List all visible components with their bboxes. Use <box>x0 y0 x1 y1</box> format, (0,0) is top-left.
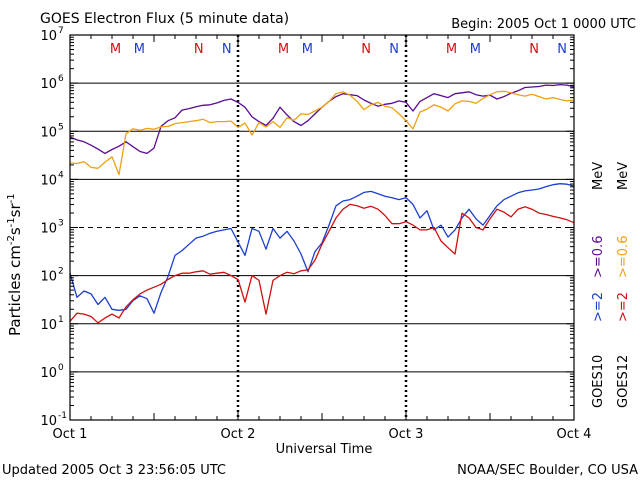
x-axis-label: Universal Time <box>276 442 373 457</box>
y-tick-exponent: 1 <box>58 315 64 325</box>
y-tick-label: 10 <box>40 222 57 237</box>
mn-marker-n: N <box>389 42 399 57</box>
y-tick-exponent: 6 <box>58 74 64 84</box>
y-tick-exponent: 2 <box>58 267 64 277</box>
mn-marker-n: N <box>194 42 204 57</box>
series-line-3 <box>69 183 575 314</box>
mn-marker-n: N <box>557 42 567 57</box>
mn-marker-n: N <box>361 42 371 57</box>
gridlines <box>70 35 574 420</box>
mn-marker-m: M <box>470 42 481 57</box>
y-tick-label: 10 <box>40 173 57 188</box>
y-tick-exponent: 3 <box>58 219 64 229</box>
legend-unit-a: MeV <box>591 162 606 190</box>
legend-ch-hi-a: >=2 <box>591 292 606 322</box>
legend-ch-lo-b: >=0.6 <box>616 236 631 278</box>
x-tick-label: Oct 1 <box>53 427 88 442</box>
y-tick-label: 10 <box>40 77 57 92</box>
y-tick-label: 10 <box>40 366 57 381</box>
y-axis-label-exponent: -1 <box>6 217 17 227</box>
begin-label: Begin: 2005 Oct 1 0000 UTC <box>451 17 636 32</box>
chart-title: GOES Electron Flux (5 minute data) <box>40 11 289 27</box>
mn-marker-n: N <box>529 42 539 57</box>
mn-marker-m: M <box>110 42 121 57</box>
y-axis-label-text: Particles cm-2s-1sr-1 <box>6 193 24 336</box>
mn-marker-m: M <box>278 42 289 57</box>
legend-unit-b: MeV <box>616 162 631 190</box>
legend-ch-lo-a: >=0.6 <box>591 236 606 278</box>
legend-sat-b: GOES12 <box>616 355 631 408</box>
source-label: NOAA/SEC Boulder, CO USA <box>457 463 638 478</box>
y-axis-label-part: Particles cm <box>6 245 24 336</box>
x-tick-label: Oct 2 <box>221 427 256 442</box>
series-lines <box>69 83 575 324</box>
mn-marker-m: M <box>302 42 313 57</box>
y-axis-label-part: s <box>6 227 24 235</box>
y-axis-label: Particles cm-2s-1sr-1 <box>6 193 24 336</box>
series-line-4 <box>69 203 575 324</box>
legend-sat-a: GOES10 <box>591 355 606 408</box>
series-line-2 <box>69 90 575 176</box>
y-tick-label: 10 <box>40 270 57 285</box>
y-tick-exponent: 7 <box>58 26 64 36</box>
y-tick-exponent: 5 <box>58 122 64 132</box>
y-tick-exponent: -1 <box>58 411 67 421</box>
x-tick-label: Oct 4 <box>557 427 592 442</box>
y-tick-label: 10 <box>40 414 57 429</box>
y-tick-label: 10 <box>40 318 57 333</box>
y-axis-label-exponent: -2 <box>6 235 17 245</box>
y-axis-label-part: sr <box>6 203 24 218</box>
y-tick-label: 10 <box>40 29 57 44</box>
y-tick-exponent: 0 <box>58 363 64 373</box>
mn-marker-m: M <box>446 42 457 57</box>
mn-marker-n: N <box>222 42 232 57</box>
updated-timestamp: Updated 2005 Oct 3 23:56:05 UTC <box>2 463 226 478</box>
y-tick-label: 10 <box>40 125 57 140</box>
legend-ch-hi-b: >=2 <box>616 292 631 322</box>
x-tick-label: Oct 3 <box>389 427 424 442</box>
legend: GOES10 GOES12 >=2 >=2 >=0.6 >=0.6 MeV Me… <box>591 162 631 408</box>
y-tick-exponent: 4 <box>58 170 64 180</box>
y-axis-label-exponent: -1 <box>6 193 17 203</box>
mn-marker-m: M <box>134 42 145 57</box>
